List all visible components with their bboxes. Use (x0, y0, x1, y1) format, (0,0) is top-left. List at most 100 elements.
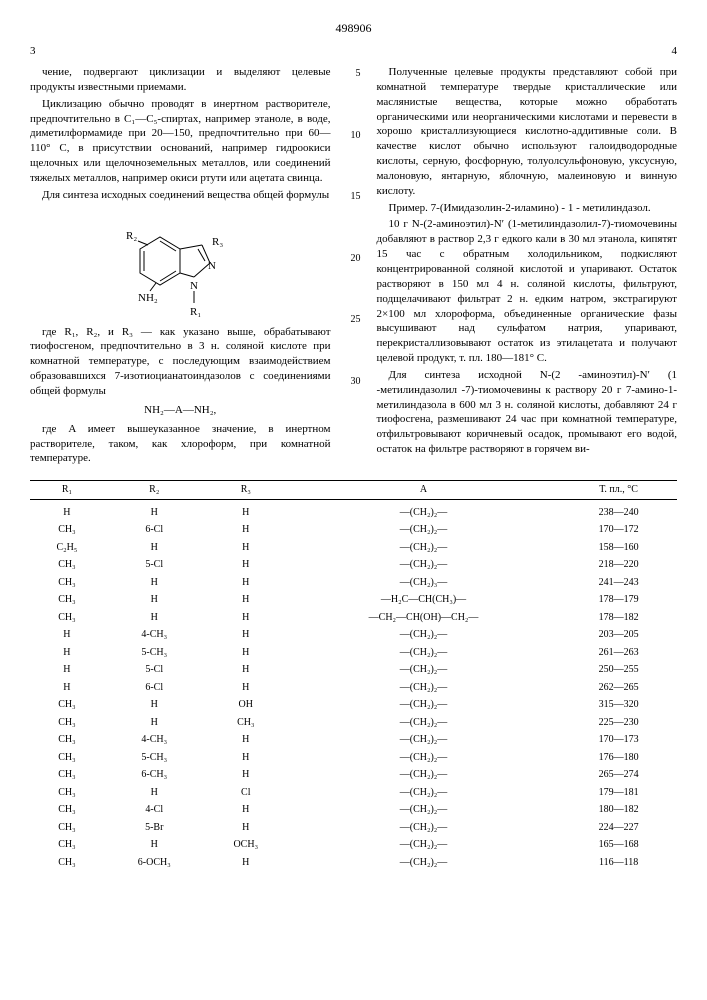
left-p5: где A имеет вышеуказанное значение, в ин… (30, 422, 331, 467)
table-row: CH₃5-BrH—(CH₂)₂—224—227 (30, 819, 677, 837)
line-marker: 15 (347, 190, 361, 204)
table-cell: 6-CH₃ (104, 766, 205, 784)
table-cell: H (104, 499, 205, 521)
left-p2: Циклизацию обычно проводят в инертном ра… (30, 97, 331, 186)
table-cell: Cl (205, 784, 287, 802)
table-cell: —(CH₂)₂— (287, 766, 560, 784)
table-cell: —H₂C—CH(CH₃)— (287, 591, 560, 609)
table-cell: 5-Cl (104, 661, 205, 679)
right-p3: 10 г N-(2-аминоэтил)-N′ (1-метилиндазоли… (377, 217, 678, 365)
col-mp: Т. пл., °C (560, 481, 677, 500)
compound-table: R₁ R₂ R₃ A Т. пл., °C HHH—(CH₂)₂—238—240… (30, 480, 677, 871)
line-marker: 25 (347, 313, 361, 327)
table-cell: CH₃ (30, 766, 104, 784)
table-row: H4-CH₃H—(CH₂)₂—203—205 (30, 626, 677, 644)
table-cell: —(CH₂)₂— (287, 499, 560, 521)
table-row: CH₃HCH₃—(CH₂)₂—225—230 (30, 714, 677, 732)
table-row: CH₃HOH—(CH₂)₂—315—320 (30, 696, 677, 714)
table-cell: 261—263 (560, 644, 677, 662)
left-p4: где R₁, R₂, и R₃ — как указано выше, обр… (30, 325, 331, 399)
table-cell: CH₃ (30, 609, 104, 627)
table-cell: 5-Cl (104, 556, 205, 574)
table-cell: 158—160 (560, 539, 677, 557)
table-cell: —(CH₂)₂— (287, 539, 560, 557)
line-marker: 30 (347, 375, 361, 389)
table-cell: —(CH₂)₂— (287, 679, 560, 697)
table-cell: H (205, 556, 287, 574)
table-cell: CH₃ (30, 801, 104, 819)
table-cell: H (205, 499, 287, 521)
label-R1: R₁ (190, 306, 201, 318)
table-cell: H (205, 679, 287, 697)
inline-formula: NH₂—A—NH₂, (30, 403, 331, 418)
table-cell: 262—265 (560, 679, 677, 697)
table-cell: 250—255 (560, 661, 677, 679)
table-cell: H (205, 539, 287, 557)
table-cell: H (30, 499, 104, 521)
table-cell: 5-CH₃ (104, 644, 205, 662)
table-row: CH₃4-CH₃H—(CH₂)₂—170—173 (30, 731, 677, 749)
table-cell: CH₃ (30, 854, 104, 872)
table-cell: 203—205 (560, 626, 677, 644)
table-cell: H (205, 661, 287, 679)
table-cell: 224—227 (560, 819, 677, 837)
table-cell: H (205, 644, 287, 662)
table-cell: H (205, 731, 287, 749)
table-cell: 4-CH₃ (104, 626, 205, 644)
table-cell: 238—240 (560, 499, 677, 521)
table-cell: —(CH₂)₃— (287, 574, 560, 592)
table-cell: 6-Cl (104, 521, 205, 539)
table-cell: H (104, 591, 205, 609)
table-cell: 179—181 (560, 784, 677, 802)
table-cell: 116—118 (560, 854, 677, 872)
right-p1: Полученные целевые продукты представляют… (377, 65, 678, 199)
table-cell: —(CH₂)₂— (287, 626, 560, 644)
right-p2: Пример. 7-(Имидазолин-2-иламино) - 1 - м… (377, 201, 678, 216)
page-numbers: 3 4 (30, 44, 677, 59)
table-cell: H (30, 644, 104, 662)
table-cell: CH₃ (30, 819, 104, 837)
table-cell: H (104, 609, 205, 627)
table-row: H6-ClH—(CH₂)₂—262—265 (30, 679, 677, 697)
table-cell: —(CH₂)₂— (287, 836, 560, 854)
table-cell: H (205, 801, 287, 819)
table-cell: H (104, 836, 205, 854)
table-cell: CH₃ (30, 696, 104, 714)
table-cell: 5-Br (104, 819, 205, 837)
table-cell: 218—220 (560, 556, 677, 574)
table-row: CH₃6-ClH—(CH₂)₂—170—172 (30, 521, 677, 539)
table-cell: 170—172 (560, 521, 677, 539)
table-cell: —(CH₂)₂— (287, 661, 560, 679)
table-cell: H (205, 574, 287, 592)
table-cell: H (104, 539, 205, 557)
page-num-left: 3 (30, 44, 36, 59)
table-cell: 241—243 (560, 574, 677, 592)
table-row: CH₃5-CH₃H—(CH₂)₂—176—180 (30, 749, 677, 767)
table-cell: —(CH₂)₂— (287, 644, 560, 662)
col-A: A (287, 481, 560, 500)
table-cell: —(CH₂)₂— (287, 819, 560, 837)
table-cell: —(CH₂)₂— (287, 749, 560, 767)
label-N2: N (190, 280, 198, 292)
table-cell: 5-CH₃ (104, 749, 205, 767)
table-cell: CH₃ (30, 591, 104, 609)
table-cell: H (205, 591, 287, 609)
right-p4: Для синтеза исходной N-(2 -аминоэтил)-N′… (377, 368, 678, 457)
table-row: CH₃4-ClH—(CH₂)₂—180—182 (30, 801, 677, 819)
patent-number: 498906 (30, 20, 677, 36)
table-cell: —(CH₂)₂— (287, 521, 560, 539)
table-cell: CH₃ (30, 836, 104, 854)
table-cell: H (104, 696, 205, 714)
table-cell: H (104, 714, 205, 732)
table-cell: —(CH₂)₂— (287, 714, 560, 732)
table-cell: CH₃ (30, 714, 104, 732)
table-cell: CH₃ (30, 784, 104, 802)
table-row: CH₃6-OCH₃H—(CH₂)₂—116—118 (30, 854, 677, 872)
table-cell: 178—182 (560, 609, 677, 627)
table-cell: H (30, 679, 104, 697)
table-cell: 265—274 (560, 766, 677, 784)
table-row: H5-CH₃H—(CH₂)₂—261—263 (30, 644, 677, 662)
table-cell: H (30, 661, 104, 679)
indazole-structure-svg: R₂ R₃ N N R₁ NH₂ (110, 209, 250, 319)
table-cell: —(CH₂)₂— (287, 784, 560, 802)
